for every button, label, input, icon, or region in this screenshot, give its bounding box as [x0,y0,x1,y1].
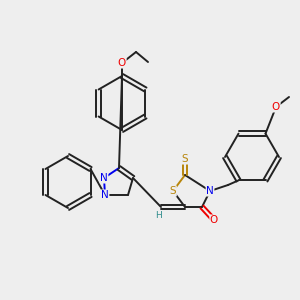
Text: S: S [170,186,176,196]
Text: N: N [101,190,109,200]
Text: O: O [272,102,280,112]
Text: N: N [206,186,214,196]
Text: O: O [210,215,218,225]
Text: H: H [156,211,162,220]
Text: N: N [100,173,108,183]
Text: S: S [182,154,188,164]
Text: O: O [118,58,126,68]
